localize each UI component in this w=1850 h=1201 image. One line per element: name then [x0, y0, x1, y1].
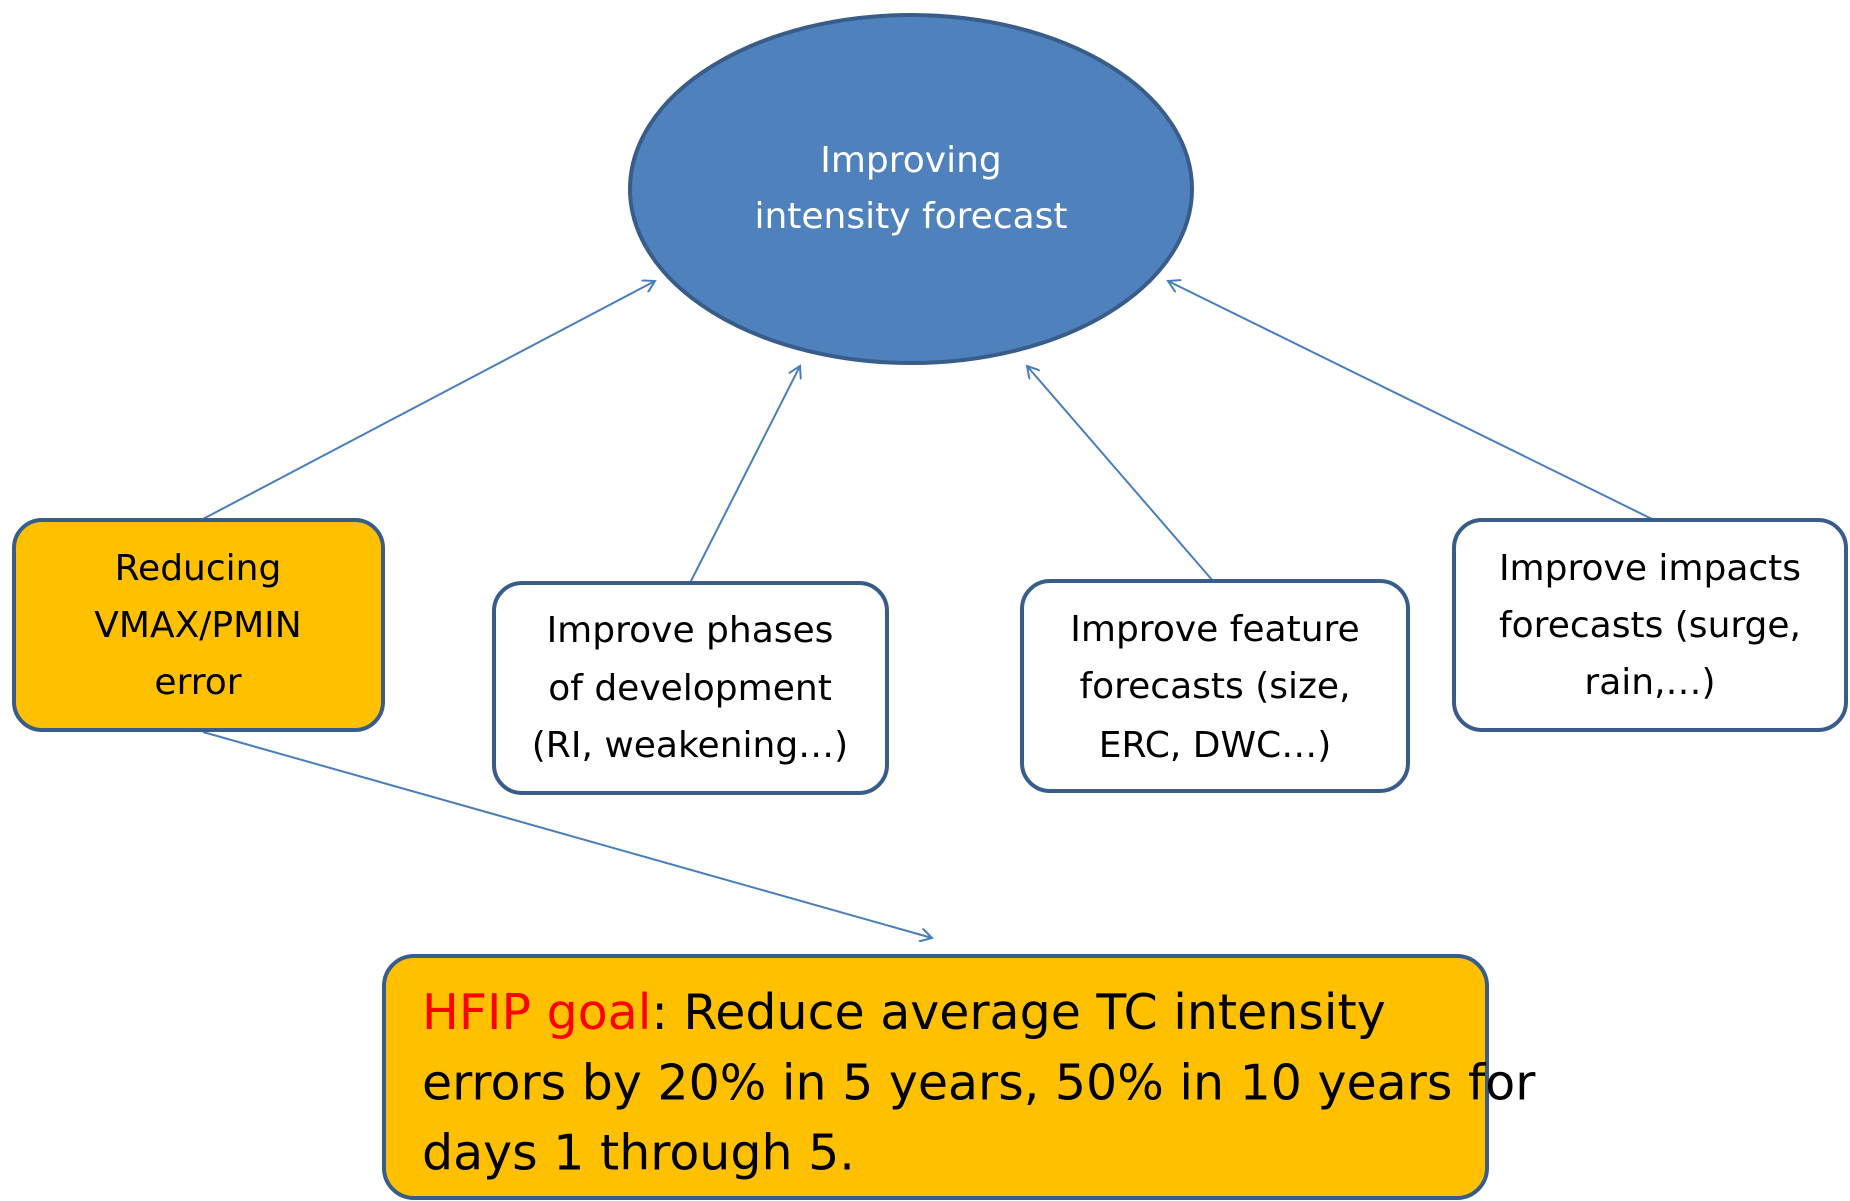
goal-line: errors by 20% in 5 years, 50% in 10 year…: [422, 1055, 1536, 1112]
node-text: Improve feature: [1070, 609, 1359, 650]
node-text: Improve impacts: [1499, 548, 1801, 589]
node-text: VMAX/PMIN: [94, 605, 301, 646]
arrow: [202, 281, 655, 520]
node-text: Reducing: [115, 548, 282, 589]
node-text: ERC, DWC…): [1099, 725, 1332, 766]
node-box: [1020, 579, 1410, 793]
node-text: Improve phases: [547, 610, 834, 651]
goal-label: HFIP goal: [422, 984, 651, 1041]
arrow: [689, 366, 800, 584]
goal-line: days 1 through 5.: [422, 1125, 855, 1182]
node-box: [1452, 518, 1848, 732]
arrow: [1027, 366, 1214, 582]
node-text: of development: [548, 668, 832, 709]
node-text: forecasts (surge,: [1499, 605, 1801, 646]
goal-box: [382, 954, 1489, 1200]
node-text: forecasts (size,: [1079, 666, 1350, 707]
goal-line: : Reduce average TC intensity: [651, 984, 1385, 1041]
center-text: intensity forecast: [754, 196, 1067, 237]
node-text: rain,…): [1584, 662, 1715, 703]
goal-text: HFIP goal: Reduce average TC intensity: [422, 984, 1386, 1041]
arrow: [202, 731, 932, 938]
center-text: Improving: [820, 140, 1002, 181]
node-box: [12, 518, 385, 732]
arrow: [1168, 281, 1653, 520]
node-text: error: [154, 662, 241, 703]
node-text: (RI, weakening…): [532, 725, 848, 766]
node-box: [492, 581, 889, 795]
center-ellipse: [628, 13, 1194, 365]
